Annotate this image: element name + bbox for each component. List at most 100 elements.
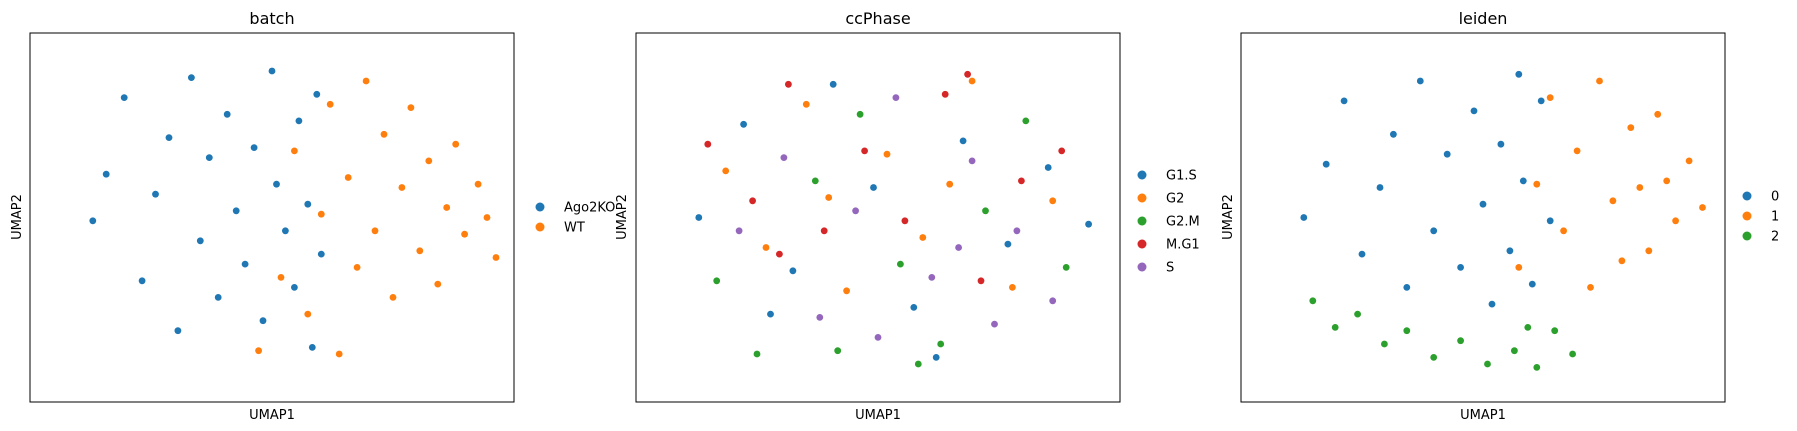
scatter-point-2-2-11 <box>1569 350 1576 358</box>
scatter-point-2-1-1 <box>1533 180 1541 188</box>
scatter-points <box>89 67 500 358</box>
scatter-point-2-2-10 <box>1551 327 1559 335</box>
y-axis-label: UMAP2 <box>1221 194 1236 240</box>
legend-marker-0 <box>1137 170 1147 180</box>
scatter-point-1-1-10 <box>946 180 954 188</box>
scatter-point-0-1-7 <box>344 174 352 181</box>
scatter-point-2-1-14 <box>1672 217 1679 225</box>
legend-marker-1 <box>1742 211 1752 221</box>
scatter-point-1-1-2 <box>802 100 810 108</box>
scatter-point-1-4-10 <box>991 320 998 328</box>
scatter-point-1-2-7 <box>1022 117 1030 125</box>
scatter-point-0-1-13 <box>398 184 406 191</box>
scatter-point-0-0-20 <box>295 117 303 125</box>
scatter-point-2-0-0 <box>1300 214 1308 221</box>
scatter-point-2-1-7 <box>1609 197 1617 205</box>
scatter-point-1-3-11 <box>776 250 783 258</box>
scatter-point-0-1-8 <box>353 264 361 271</box>
axes-frame <box>29 32 515 403</box>
x-axis-label: UMAP1 <box>855 408 901 423</box>
scatter-point-2-1-4 <box>1573 147 1581 155</box>
y-axis-label: UMAP2 <box>10 194 25 240</box>
scatter-point-0-1-6 <box>335 350 343 358</box>
scatter-point-0-0-8 <box>196 237 204 245</box>
scatter-point-0-1-23 <box>492 254 500 261</box>
scatter-point-0-1-9 <box>362 77 370 85</box>
scatter-point-0-1-10 <box>371 227 379 235</box>
scatter-point-0-1-2 <box>291 147 298 155</box>
scatter-point-2-1-9 <box>1627 124 1635 131</box>
scatter-point-0-1-20 <box>461 230 468 238</box>
panel-ccphase: ccPhase UMAP1 UMAP2 G1.S G2 G2.M M.G1 S <box>615 9 1200 423</box>
scatter-point-2-1-2 <box>1546 94 1554 101</box>
scatter-point-1-4-8 <box>1049 297 1057 305</box>
x-axis-label: UMAP1 <box>1460 408 1506 423</box>
legend-marker-2 <box>1137 216 1147 226</box>
scatter-point-0-1-0 <box>255 347 262 355</box>
legend-label-4: S <box>1166 261 1174 276</box>
scatter-point-2-0-20 <box>1546 217 1554 225</box>
scatter-point-1-2-6 <box>982 207 989 215</box>
scatter-point-0-1-4 <box>317 210 325 218</box>
scatter-point-1-2-0 <box>713 277 721 285</box>
scatter-point-1-0-3 <box>829 80 837 88</box>
scatter-points <box>695 70 1092 368</box>
scatter-point-0-0-18 <box>282 227 289 235</box>
legend-marker-0 <box>1742 191 1752 201</box>
scatter-point-0-1-18 <box>443 204 451 211</box>
legend-marker-4 <box>1137 262 1147 272</box>
scatter-point-2-2-2 <box>1354 310 1361 318</box>
scatter-point-1-3-9 <box>1058 147 1066 155</box>
chart-title: batch <box>249 9 294 28</box>
legend-label-0: 0 <box>1771 190 1779 205</box>
scatter-point-0-0-0 <box>89 217 97 225</box>
scatter-point-2-1-11 <box>1645 247 1653 255</box>
scatter-point-1-3-10 <box>964 70 971 78</box>
scatter-point-0-0-17 <box>273 180 280 188</box>
scatter-point-1-1-5 <box>919 234 927 241</box>
scatter-point-1-3-5 <box>901 217 909 225</box>
scatter-point-1-0-1 <box>740 120 747 128</box>
legend-label-2: 2 <box>1771 230 1779 245</box>
scatter-point-0-0-1 <box>102 170 110 178</box>
scatter-point-1-4-2 <box>816 314 824 321</box>
scatter-point-2-0-6 <box>1403 284 1411 291</box>
scatter-point-0-0-5 <box>165 134 173 142</box>
scatter-point-2-1-13 <box>1663 177 1671 185</box>
scatter-point-2-2-6 <box>1457 337 1464 345</box>
scatter-point-0-0-19 <box>291 284 298 291</box>
scatter-point-2-0-3 <box>1358 250 1366 258</box>
legend-marker-0 <box>535 202 545 212</box>
scatter-point-1-1-7 <box>1009 284 1016 291</box>
scatter-point-1-1-9 <box>825 194 833 201</box>
scatter-point-1-0-0 <box>695 214 703 221</box>
scatter-point-0-0-12 <box>232 207 240 215</box>
legend: Ago2KO WT <box>535 201 615 236</box>
scatter-point-2-2-1 <box>1331 324 1339 331</box>
scatter-point-0-1-22 <box>483 214 491 221</box>
scatter-point-0-1-11 <box>380 130 388 138</box>
y-axis-label: UMAP2 <box>615 194 630 240</box>
scatter-point-2-1-0 <box>1515 264 1523 271</box>
scatter-point-1-4-9 <box>874 334 882 341</box>
scatter-point-0-1-12 <box>389 294 397 301</box>
scatter-point-1-3-8 <box>1018 177 1025 185</box>
scatter-point-2-0-10 <box>1457 264 1464 271</box>
scatter-point-2-1-16 <box>1699 204 1706 211</box>
scatter-point-1-2-1 <box>753 350 761 358</box>
legend-label-1: WT <box>564 221 585 236</box>
scatter-point-1-0-10 <box>767 310 774 318</box>
scatter-point-2-2-5 <box>1430 354 1438 361</box>
scatter-point-1-3-0 <box>704 140 712 148</box>
scatter-point-1-0-9 <box>1085 220 1092 228</box>
axes-frame <box>1240 32 1726 403</box>
scatter-point-0-0-23 <box>313 90 321 98</box>
scatter-point-0-0-6 <box>174 327 182 335</box>
scatter-points <box>1300 70 1706 371</box>
scatter-point-0-1-14 <box>407 104 415 111</box>
scatter-point-1-0-4 <box>870 184 877 191</box>
panel-batch: batch UMAP1 UMAP2 Ago2KO WT <box>10 9 615 423</box>
scatter-point-0-0-16 <box>268 67 276 75</box>
chart-title: ccPhase <box>845 9 910 28</box>
